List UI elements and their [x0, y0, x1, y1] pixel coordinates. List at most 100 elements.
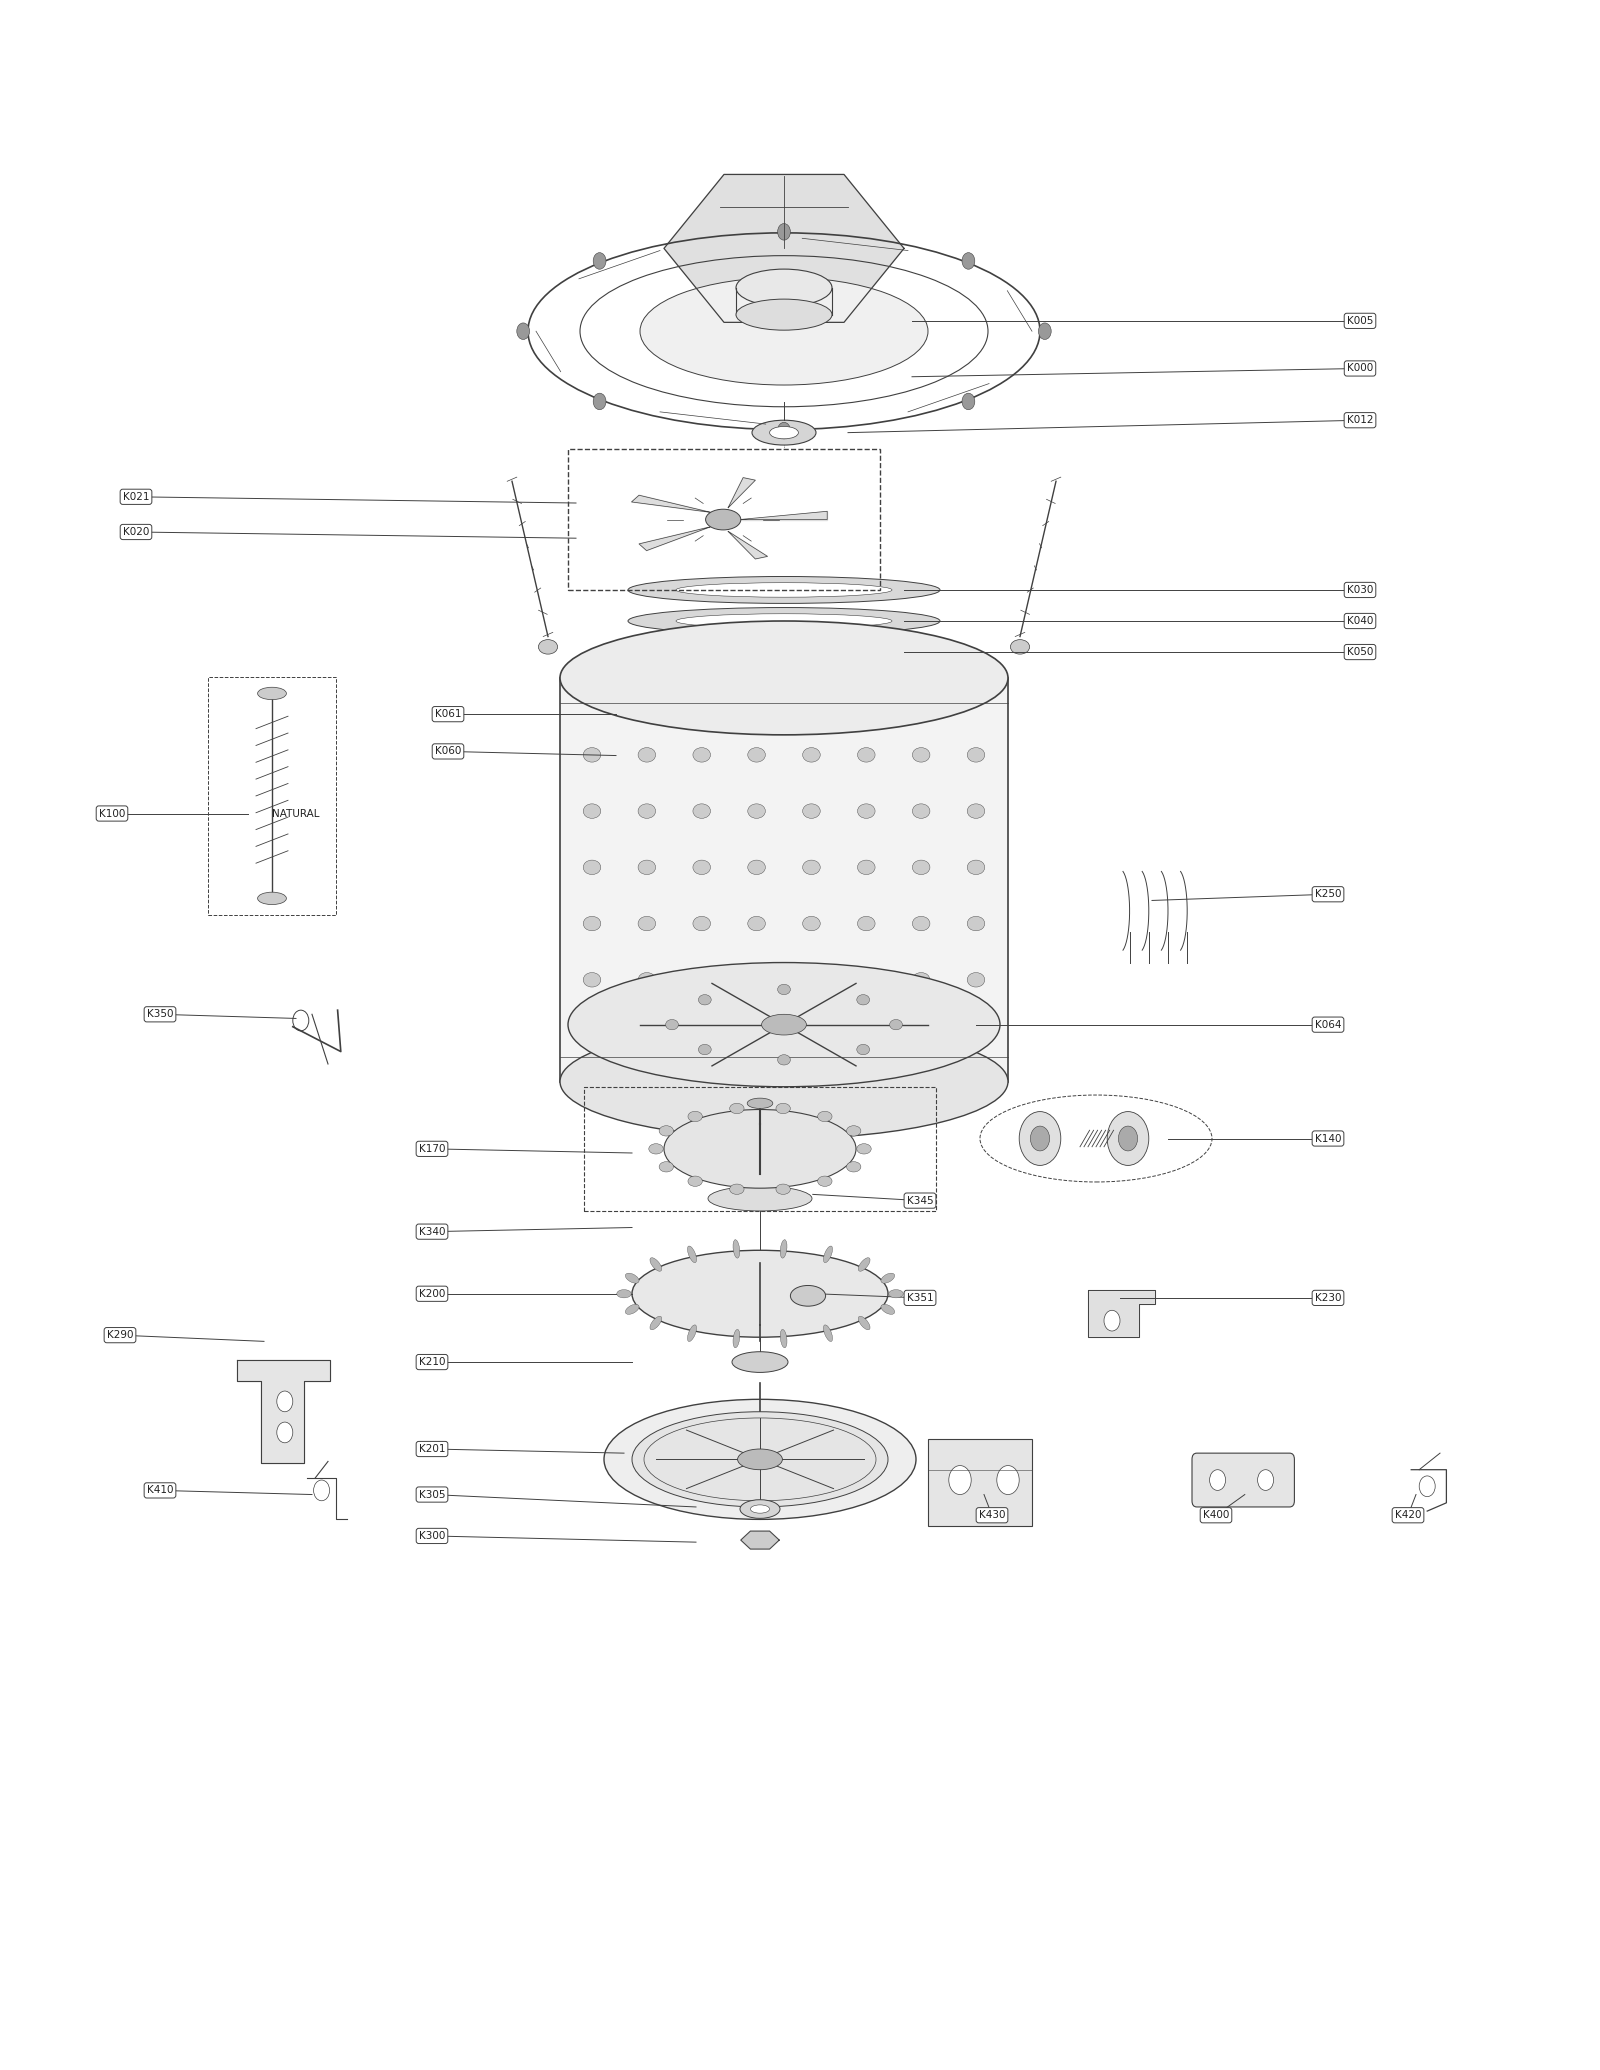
Ellipse shape — [650, 1259, 662, 1271]
Ellipse shape — [890, 1021, 902, 1031]
Ellipse shape — [538, 640, 558, 654]
Text: K020: K020 — [123, 528, 149, 536]
Polygon shape — [739, 511, 827, 520]
Text: K201: K201 — [419, 1445, 445, 1453]
Ellipse shape — [688, 1112, 702, 1122]
Ellipse shape — [966, 747, 984, 762]
Ellipse shape — [733, 1240, 739, 1259]
Polygon shape — [664, 174, 904, 323]
Ellipse shape — [803, 747, 821, 762]
Polygon shape — [728, 532, 768, 559]
Ellipse shape — [912, 973, 930, 987]
Ellipse shape — [626, 1273, 638, 1283]
Ellipse shape — [584, 1029, 602, 1043]
Ellipse shape — [747, 917, 765, 932]
Ellipse shape — [584, 917, 602, 932]
Ellipse shape — [706, 509, 741, 530]
Ellipse shape — [858, 973, 875, 987]
Ellipse shape — [781, 1329, 787, 1348]
Text: K230: K230 — [1315, 1294, 1341, 1302]
Ellipse shape — [707, 1186, 813, 1211]
Ellipse shape — [778, 985, 790, 996]
Circle shape — [778, 224, 790, 240]
Ellipse shape — [966, 1029, 984, 1043]
Ellipse shape — [638, 803, 656, 818]
Ellipse shape — [638, 861, 656, 874]
Ellipse shape — [738, 1449, 782, 1470]
Circle shape — [314, 1480, 330, 1501]
Ellipse shape — [693, 973, 710, 987]
Ellipse shape — [882, 1273, 894, 1283]
Circle shape — [949, 1466, 971, 1495]
Circle shape — [517, 323, 530, 339]
Ellipse shape — [747, 1097, 773, 1110]
Text: K340: K340 — [419, 1228, 445, 1236]
Text: K030: K030 — [1347, 586, 1373, 594]
Text: K170: K170 — [419, 1145, 445, 1153]
Ellipse shape — [693, 747, 710, 762]
Ellipse shape — [693, 803, 710, 818]
Circle shape — [778, 422, 790, 439]
Ellipse shape — [730, 1103, 744, 1114]
Ellipse shape — [824, 1246, 832, 1263]
Ellipse shape — [858, 861, 875, 874]
Text: K400: K400 — [1203, 1511, 1229, 1519]
Ellipse shape — [584, 973, 602, 987]
Ellipse shape — [781, 1240, 787, 1259]
Circle shape — [1419, 1476, 1435, 1497]
Ellipse shape — [605, 1399, 915, 1519]
Polygon shape — [741, 1532, 779, 1548]
Ellipse shape — [675, 646, 893, 658]
Ellipse shape — [666, 1021, 678, 1031]
Text: K290: K290 — [107, 1331, 133, 1339]
Text: K064: K064 — [1315, 1021, 1341, 1029]
Ellipse shape — [856, 994, 869, 1004]
Polygon shape — [1088, 1290, 1155, 1337]
Ellipse shape — [966, 803, 984, 818]
Ellipse shape — [736, 300, 832, 331]
Ellipse shape — [858, 917, 875, 932]
Ellipse shape — [638, 973, 656, 987]
Ellipse shape — [966, 861, 984, 874]
Ellipse shape — [664, 1110, 856, 1188]
Ellipse shape — [747, 973, 765, 987]
Ellipse shape — [912, 917, 930, 932]
Ellipse shape — [803, 1029, 821, 1043]
Text: K061: K061 — [435, 710, 461, 718]
Ellipse shape — [693, 1029, 710, 1043]
Ellipse shape — [640, 277, 928, 385]
Ellipse shape — [730, 1184, 744, 1194]
Ellipse shape — [659, 1126, 674, 1136]
Ellipse shape — [762, 1014, 806, 1035]
FancyBboxPatch shape — [928, 1439, 1032, 1526]
Ellipse shape — [858, 1317, 870, 1329]
Ellipse shape — [888, 1290, 902, 1298]
Ellipse shape — [803, 803, 821, 818]
Text: K410: K410 — [147, 1486, 173, 1495]
Ellipse shape — [632, 1412, 888, 1507]
Ellipse shape — [675, 615, 893, 629]
Ellipse shape — [778, 1056, 790, 1064]
Ellipse shape — [912, 747, 930, 762]
Circle shape — [1107, 1112, 1149, 1165]
Ellipse shape — [966, 691, 984, 706]
Ellipse shape — [747, 861, 765, 874]
Circle shape — [962, 253, 974, 269]
Circle shape — [1030, 1126, 1050, 1151]
Ellipse shape — [699, 994, 712, 1004]
Text: K351: K351 — [907, 1294, 933, 1302]
Circle shape — [594, 393, 606, 410]
Ellipse shape — [739, 1499, 781, 1519]
Ellipse shape — [627, 578, 941, 604]
Text: K100: K100 — [99, 809, 125, 818]
Circle shape — [1118, 1126, 1138, 1151]
Ellipse shape — [912, 691, 930, 706]
Ellipse shape — [824, 1325, 832, 1341]
Ellipse shape — [858, 1143, 872, 1155]
Ellipse shape — [699, 1045, 712, 1056]
Ellipse shape — [584, 691, 602, 706]
Ellipse shape — [858, 1259, 870, 1271]
Ellipse shape — [966, 917, 984, 932]
Ellipse shape — [258, 687, 286, 700]
Text: NATURAL: NATURAL — [272, 809, 320, 818]
